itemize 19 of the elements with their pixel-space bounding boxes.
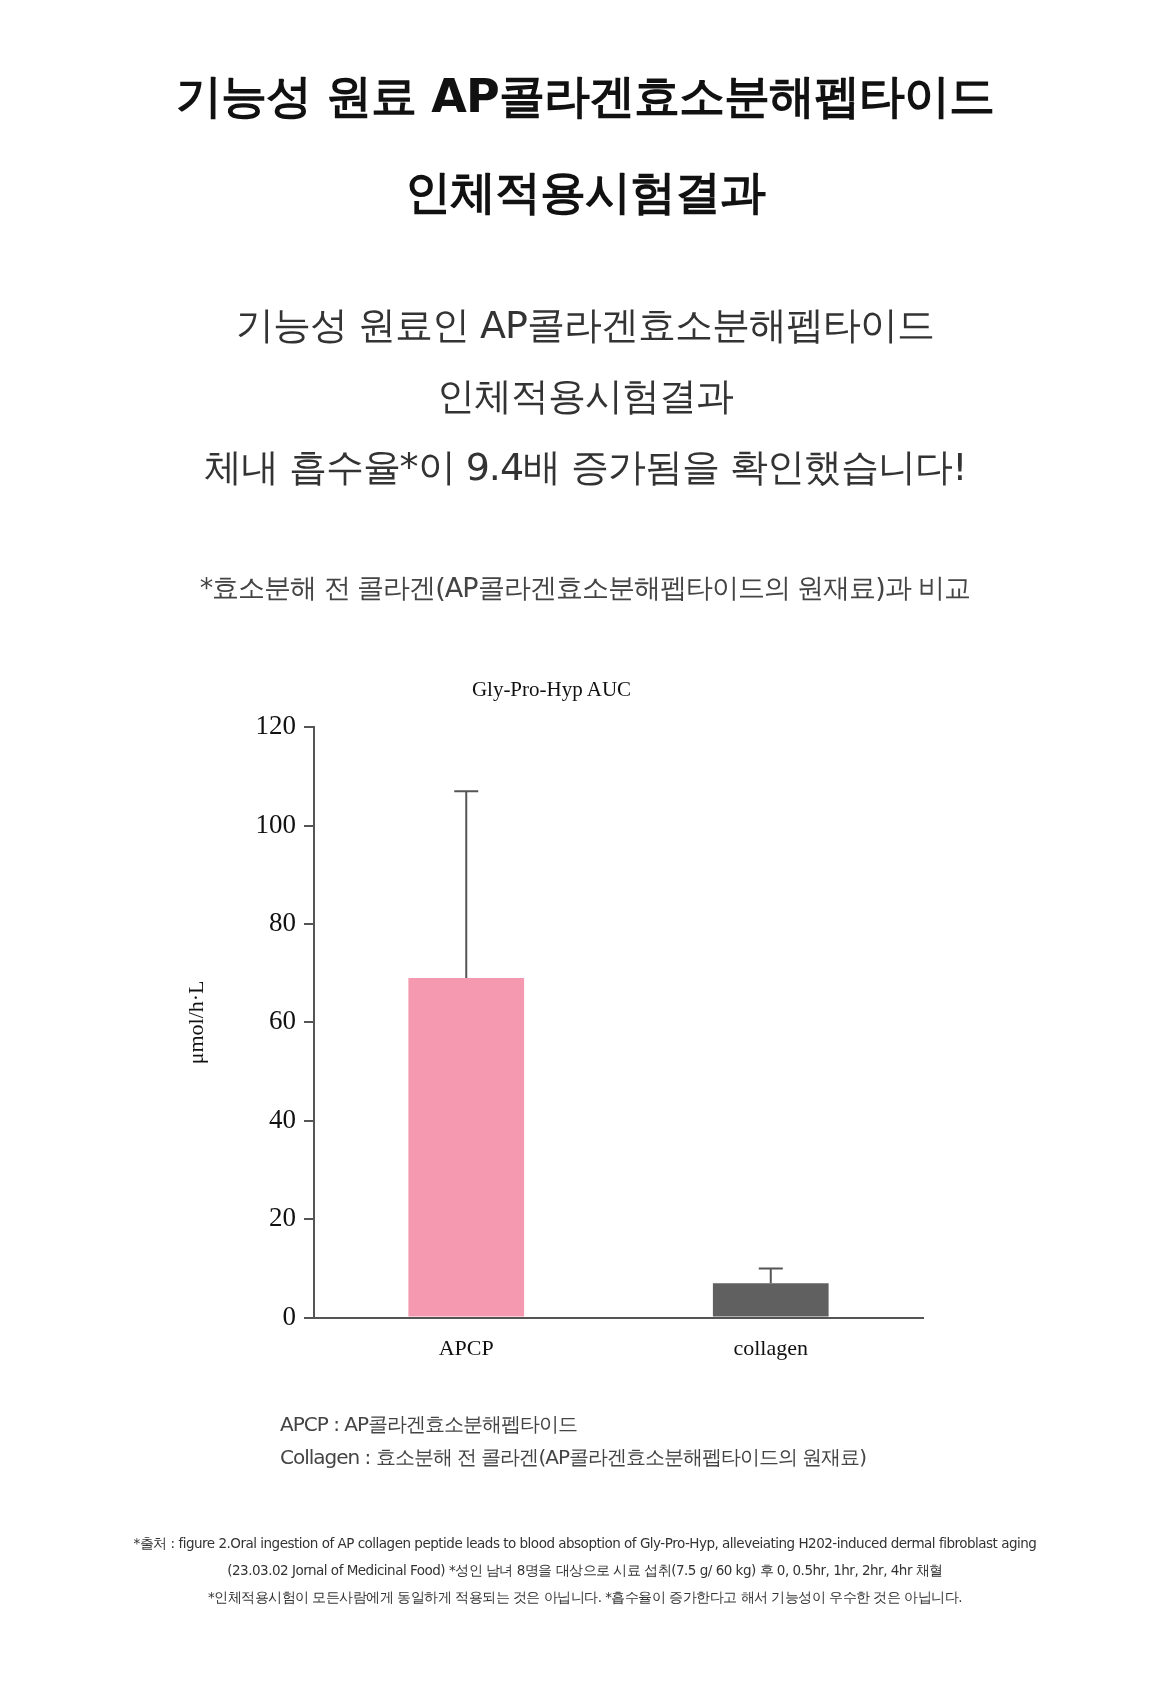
text: APCP : AP콜라겐효소분해펩타이드 <box>280 1411 578 1438</box>
text: (23.03.02 Jornal of Medicinal Food) *성인 남녀 8명을 대상으로 시료 섭취(7.5 g/ 60 kg) 후 0, 0.5hr, 1hr, 2hr, 4hr 채혈 <box>226 1561 944 1580</box>
text: Collagen : 효소분해 전 콜라겐(AP콜라겐효소분해펩타이드의 원재료) <box>280 1444 867 1471</box>
text: *인체적용시험이 모든사람에게 동일하게 적용되는 것은 아닙니다. *흡수율이 증가한다고 해서 기능성이 우수한 것은 아닙니다. <box>206 1588 964 1607</box>
y-axis-title: μmol/h·L <box>182 980 208 1065</box>
chart-title: 기능성 원료 AP콜라겐효소분해펩타이드 인체적용시험결과 <box>175 68 995 221</box>
x-tick-label: APCP <box>438 1334 494 1360</box>
y-tick-label: 120 <box>255 710 296 741</box>
y-tick-label: 0 <box>282 1300 296 1331</box>
chart-subtitle: 기능성 원료인 AP콜라겐효소분해펩타이드 인체적용시험결과 체내 흡수율*이 9.4배 증가됨을 확인했습니다! <box>202 302 968 491</box>
y-tick-label: 100 <box>255 808 296 839</box>
text: *효소분해 전 콜라겐(AP콜라겐효소분해펩타이드의 원재료)과 비교 <box>198 571 972 605</box>
y-tick-label: 60 <box>269 1005 296 1036</box>
x-tick-label: collagen <box>733 1334 809 1360</box>
y-tick-label: 20 <box>269 1202 296 1233</box>
legend-title: Gly-Pro-Hyp AUC <box>471 677 632 702</box>
text: *출처 : figure 2.Oral ingestion of AP collagen peptide leads to blood absoption of Gly-Pro-Hyp, alleveiating H202-induced dermal fibroblast aging <box>132 1534 1038 1553</box>
y-tick-label: 80 <box>269 907 296 938</box>
y-tick-label: 40 <box>269 1103 296 1134</box>
